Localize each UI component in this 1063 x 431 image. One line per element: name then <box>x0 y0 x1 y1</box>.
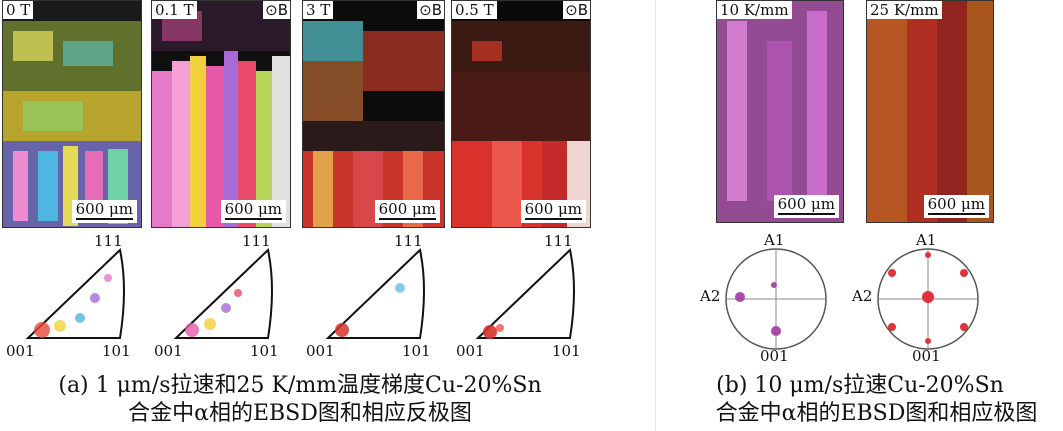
pole-label-A2: A2 <box>700 287 721 305</box>
pole-figure-circle <box>877 248 979 350</box>
ipf-label-101: 101 <box>402 342 431 360</box>
inverse-pole-figure-3T: 111 001 101 <box>306 232 431 360</box>
pole-figure-10K: A1 A2 001 <box>700 231 846 365</box>
ipf-label-101: 101 <box>102 342 131 360</box>
pole-label-A1: A1 <box>916 231 937 249</box>
scale-bar-label: 600 μm <box>75 200 133 218</box>
pole-figure-25K: A1 A2 001 <box>852 231 998 365</box>
caption-b-line2: 合金中α相的EBSD图和相应极图 <box>715 401 1038 426</box>
ebsd-map-0.5T: 0.5 T ⊙B 600 μm <box>451 0 591 228</box>
pole-label-001: 001 <box>760 347 789 365</box>
inverse-pole-figure-0.1T: 111 001 101 <box>154 232 279 360</box>
ipf-triangle <box>325 248 425 339</box>
ebsd-image-0T <box>3 1 141 227</box>
scale-bar: 600 μm <box>520 200 586 223</box>
gradient-label: 10 K/mm <box>717 1 792 19</box>
pole-label-A2: A2 <box>852 287 873 305</box>
ipf-label-111: 111 <box>544 232 573 250</box>
scale-bar-label: 600 μm <box>524 200 582 218</box>
ipf-label-001: 001 <box>6 342 35 360</box>
ipf-label-111: 111 <box>94 232 123 250</box>
ebsd-map-0.1T: 0.1 T ⊙B 600 μm <box>151 0 291 228</box>
caption-a-line1: (a) 1 μm/s拉速和25 K/mm温度梯度Cu-20%Sn <box>58 373 542 398</box>
caption-b-line1: (b) 10 μm/s拉速Cu-20%Sn <box>716 373 1004 398</box>
pole-label-A1: A1 <box>764 231 785 249</box>
ebsd-map-3T: 3 T ⊙B 600 μm <box>302 0 445 228</box>
ipf-triangle <box>173 248 273 339</box>
field-label: 0.1 T <box>152 1 197 19</box>
field-label: 0.5 T <box>452 1 497 19</box>
pole-figure-circle <box>725 248 827 350</box>
gradient-label: 25 K/mm <box>867 1 942 19</box>
scale-bar: 600 μm <box>220 200 286 223</box>
panel-a: 0 T 600 μm 0.1 T ⊙B 600 μm <box>2 0 591 426</box>
ipf-label-111: 111 <box>394 232 423 250</box>
scale-bar-label: 600 μm <box>224 200 282 218</box>
panel-b: 10 K/mm 600 μm 25 K/mm 600 μm A1 <box>690 0 1063 431</box>
scale-bar-label: 600 μm <box>927 195 985 213</box>
scale-bar-label: 600 μm <box>378 200 436 218</box>
magnetic-field-direction-icon: ⊙B <box>263 1 290 19</box>
ipf-label-111: 111 <box>242 232 271 250</box>
scale-bar: 600 μm <box>374 200 440 223</box>
magnetic-field-direction-icon: ⊙B <box>563 1 590 19</box>
scale-bar-label: 600 μm <box>777 195 835 213</box>
pole-label-001: 001 <box>912 347 941 365</box>
ipf-label-101: 101 <box>250 342 279 360</box>
ipf-label-101: 101 <box>552 342 581 360</box>
scale-bar: 600 μm <box>773 195 839 218</box>
ipf-label-001: 001 <box>306 342 335 360</box>
ebsd-map-25K: 25 K/mm 600 μm <box>866 0 994 223</box>
ebsd-image-25K <box>867 1 993 222</box>
ebsd-image-3T <box>303 1 444 227</box>
ipf-label-001: 001 <box>154 342 183 360</box>
caption-a-line2: 合金中α相的EBSD图和相应反极图 <box>128 401 472 426</box>
inverse-pole-figure-0.5T: 111 001 101 <box>456 232 581 360</box>
ebsd-map-0T: 0 T 600 μm <box>2 0 142 228</box>
field-label: 3 T <box>303 1 334 19</box>
inverse-pole-figure-0T: 111 001 101 <box>6 232 131 360</box>
ipf-triangle <box>475 248 575 339</box>
ebsd-image-10K <box>717 1 843 222</box>
scale-bar: 600 μm <box>923 195 989 218</box>
ebsd-image-0.5T <box>452 1 590 227</box>
magnetic-field-direction-icon: ⊙B <box>417 1 444 19</box>
ebsd-image-0.1T <box>152 1 290 227</box>
ebsd-map-10K: 10 K/mm 600 μm <box>716 0 844 223</box>
ipf-label-001: 001 <box>456 342 485 360</box>
field-label: 0 T <box>3 1 34 19</box>
ipf-triangle <box>25 248 125 339</box>
scale-bar: 600 μm <box>71 200 137 223</box>
panel-divider <box>655 0 656 431</box>
